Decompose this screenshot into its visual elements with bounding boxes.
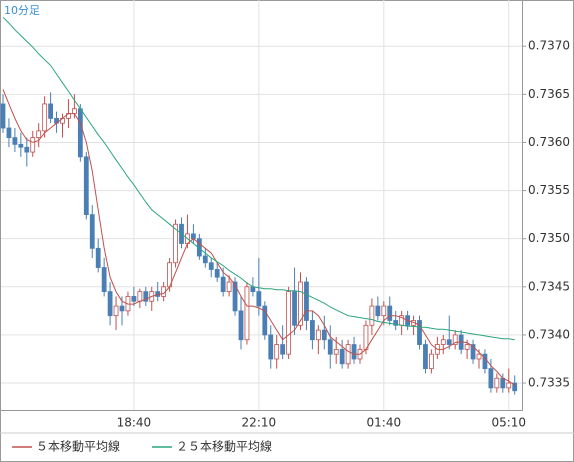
- candle-body: [77, 108, 83, 158]
- x-tick-label: 22:10: [242, 416, 277, 430]
- candle-body: [393, 320, 399, 326]
- candle-body: [488, 368, 494, 389]
- candle-body: [244, 286, 250, 341]
- candle-body: [220, 276, 226, 293]
- candle-body: [375, 305, 381, 317]
- candle-body: [30, 137, 36, 153]
- candle-body: [304, 281, 309, 321]
- candle-body: [339, 348, 345, 365]
- candle-body: [137, 291, 143, 302]
- candle-body: [464, 344, 470, 350]
- candle-body: [423, 344, 428, 370]
- y-tick-label: 0.7335: [528, 376, 570, 390]
- candle-body: [452, 334, 458, 345]
- candle-body: [95, 247, 101, 268]
- candle-body: [381, 305, 387, 317]
- x-tick-label: 01:40: [367, 416, 402, 430]
- candle-body: [274, 344, 280, 360]
- candle-body: [131, 296, 137, 302]
- candle-body: [190, 233, 196, 240]
- candle-body: [12, 137, 18, 145]
- y-tick-label: 0.7345: [528, 279, 570, 293]
- candle-body: [476, 353, 482, 360]
- candle-body: [321, 329, 327, 341]
- candle-body: [89, 214, 95, 249]
- candle-body: [119, 305, 125, 312]
- candle-body: [351, 344, 357, 360]
- candle-body: [268, 334, 274, 360]
- candle-body: [18, 143, 24, 148]
- candle-body: [345, 344, 351, 365]
- candle-body: [428, 353, 434, 370]
- candle-body: [24, 146, 30, 153]
- candle-body: [369, 305, 375, 326]
- x-tick-label: 05:10: [491, 416, 526, 430]
- candle-body: [226, 281, 232, 293]
- candle-body: [238, 310, 244, 341]
- candle-body: [494, 377, 500, 389]
- y-tick-label: 0.7360: [528, 135, 570, 149]
- candle-body: [446, 339, 452, 345]
- candle-body: [0, 103, 6, 129]
- candle-body: [208, 262, 214, 270]
- legend-label: ５本移動平均線: [36, 439, 120, 454]
- candle-body: [327, 339, 333, 355]
- candle-body: [470, 344, 476, 360]
- candle-body: [101, 267, 107, 293]
- candle-body: [506, 382, 512, 389]
- candle-body: [143, 291, 149, 302]
- y-tick-label: 0.7365: [528, 87, 570, 101]
- candle-body: [42, 103, 48, 132]
- candle-body: [298, 281, 303, 326]
- legend-label: ２５本移動平均線: [176, 439, 272, 454]
- candle-body: [48, 103, 53, 119]
- candle-body: [417, 320, 422, 345]
- candle-body: [107, 291, 113, 317]
- y-tick-label: 0.7355: [528, 183, 570, 197]
- candle-body: [333, 348, 339, 355]
- chart-title: 10分足: [4, 4, 40, 17]
- candle-body: [6, 127, 12, 139]
- candle-body: [309, 320, 315, 341]
- candle-body: [202, 255, 208, 264]
- marks: [0, 16, 518, 395]
- candle-body: [36, 130, 42, 139]
- y-tick-label: 0.7370: [528, 39, 570, 53]
- candle-body: [256, 291, 262, 307]
- candle-body: [262, 305, 268, 336]
- moving-average-line: [2, 16, 515, 341]
- candle-body: [280, 344, 286, 355]
- candle-body: [83, 156, 89, 216]
- moving-average-line: [2, 89, 515, 386]
- candle-body: [500, 377, 506, 389]
- plot-area: [0, 0, 523, 411]
- candle-body: [232, 281, 238, 312]
- candle-body: [315, 329, 321, 341]
- y-tick-label: 0.7340: [528, 327, 570, 341]
- candle-body: [286, 291, 292, 355]
- candle-body: [363, 324, 369, 350]
- candle-body: [214, 269, 220, 278]
- candle-body: [173, 223, 178, 264]
- y-tick-label: 0.7350: [528, 231, 570, 245]
- candle-body: [292, 291, 297, 326]
- x-tick-label: 18:40: [117, 416, 152, 430]
- candle-body: [512, 382, 518, 392]
- candle-body: [387, 305, 393, 321]
- candle-body: [113, 305, 119, 317]
- candle-body: [440, 339, 446, 345]
- candle-body: [72, 108, 77, 114]
